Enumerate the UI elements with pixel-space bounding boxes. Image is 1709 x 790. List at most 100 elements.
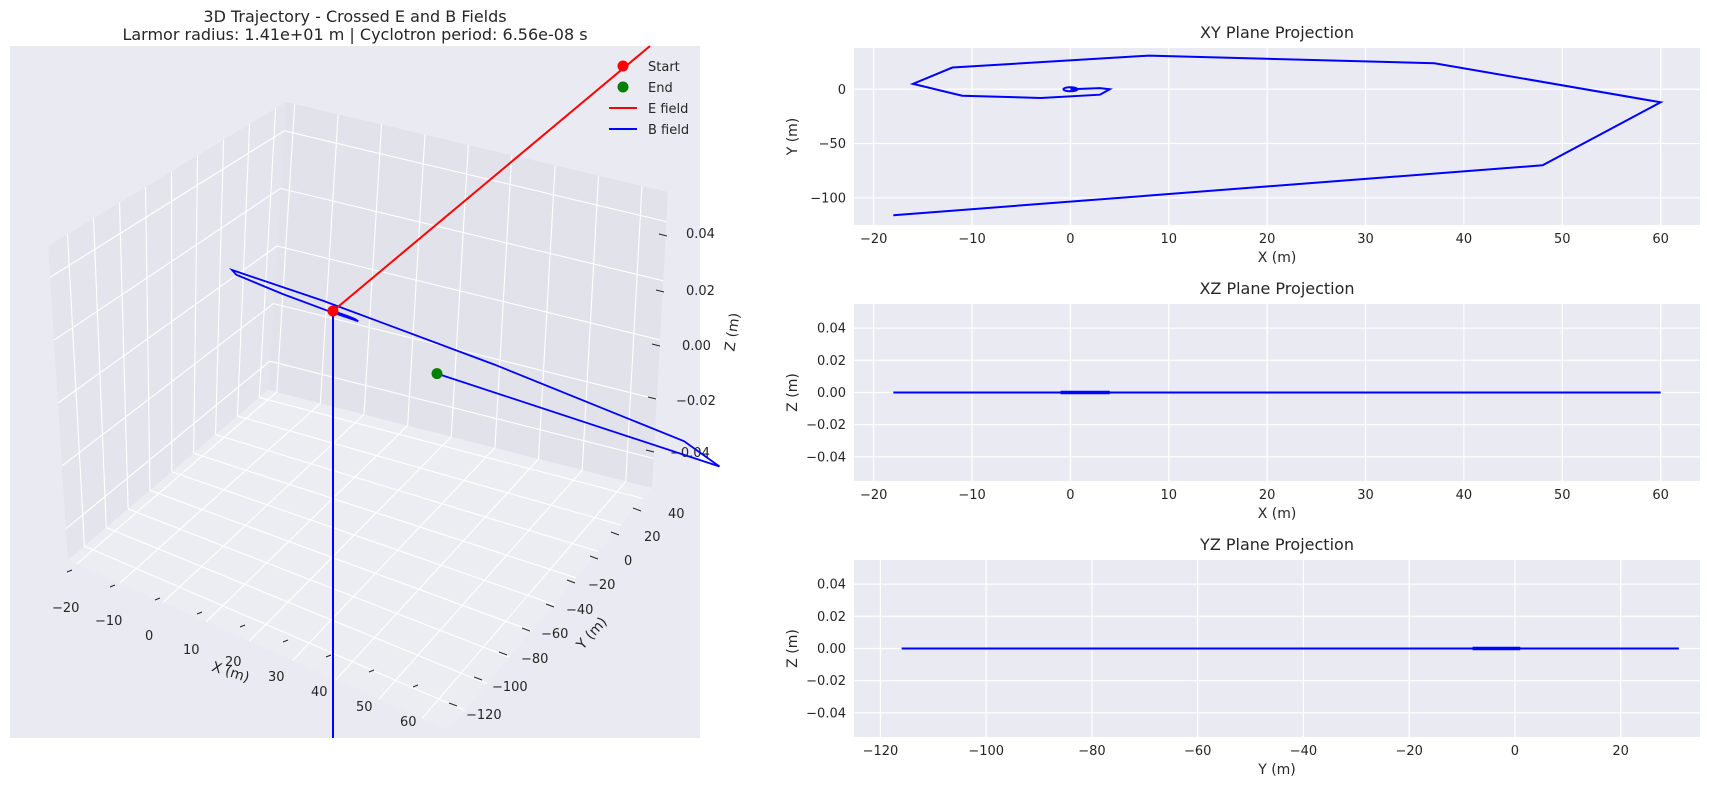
tick-mark <box>632 507 642 512</box>
y-axis-label: Z (m) <box>785 629 801 668</box>
data-3d <box>229 45 721 738</box>
grid-line <box>335 458 539 681</box>
legend-start-label: Start <box>648 60 680 75</box>
grid-line <box>119 402 321 584</box>
grid-line <box>162 414 365 603</box>
x-tick-label: 60 <box>1652 488 1669 503</box>
z-tick-label: 0.00 <box>682 339 711 354</box>
x-tick-label: 60 <box>1652 232 1669 247</box>
x-tick-label: 40 <box>311 685 328 700</box>
grid-line <box>193 452 577 579</box>
grid-line <box>149 489 532 632</box>
y-tick-label: −0.04 <box>806 706 846 721</box>
tick-mark <box>658 233 668 237</box>
inner-spiral <box>1062 86 1079 93</box>
y-tick-label: 0.02 <box>817 354 846 369</box>
x-tick-label: 50 <box>1554 232 1571 247</box>
y-axis-label: Z (m) <box>785 373 801 412</box>
legend-end-marker <box>617 81 629 93</box>
y-tick-label: 0.02 <box>817 610 846 625</box>
grid-line <box>106 526 488 685</box>
legend-e-field-label: E field <box>648 102 688 117</box>
x-tick-label: 0 <box>1066 232 1074 247</box>
grid-line <box>237 415 621 526</box>
x-tick-label: −80 <box>1078 744 1105 759</box>
grid-line <box>378 469 583 700</box>
start-marker-3d <box>327 305 339 317</box>
x-tick-label: 30 <box>268 670 285 685</box>
tick-mark <box>498 651 508 656</box>
tick-mark <box>545 603 555 608</box>
y-tick-label: −100 <box>492 680 528 695</box>
x-tick-label: 10 <box>1161 232 1178 247</box>
tick-mark <box>66 569 73 573</box>
legend-end-label: End <box>648 81 673 96</box>
grid-line <box>127 508 510 658</box>
tick-mark <box>610 531 620 536</box>
x-tick-label: 0 <box>1066 488 1074 503</box>
x-tick-label: −40 <box>1290 744 1317 759</box>
y-tick-label: 0 <box>624 554 632 569</box>
tick-mark <box>239 624 246 628</box>
panel-title: XY Plane Projection <box>1200 23 1354 42</box>
y-tick-label: −0.02 <box>806 674 846 689</box>
x-axis-label: X (m) <box>1258 250 1297 266</box>
tick-mark <box>154 597 161 601</box>
y-tick-label: 0.04 <box>817 578 846 593</box>
tick-mark <box>589 555 599 560</box>
tick-mark <box>645 449 655 453</box>
x-axis-label: X (m) <box>1258 506 1297 522</box>
y-tick-label: −60 <box>541 627 568 642</box>
tick-mark <box>325 654 332 658</box>
grid-line <box>171 471 555 605</box>
yz-projection-panel: −120 −100 −80 −60 −40 −20 0 20 −0.04 −0.02 0.00 0.0… <box>785 535 1700 778</box>
x-tick-label: 40 <box>1456 232 1473 247</box>
y-tick-label: −120 <box>466 708 502 723</box>
z-ticks-3d: 0.04 0.02 0.00 −0.02 −0.04 <box>670 227 716 461</box>
y-tick-label: −0.02 <box>806 418 846 433</box>
x-tick-label: 10 <box>183 643 200 658</box>
z-tick-label: 0.02 <box>686 284 715 299</box>
y-tick-label: −50 <box>819 137 846 152</box>
tick-mark <box>412 684 419 688</box>
x-tick-label: 20 <box>1612 744 1629 759</box>
x-tick-label: 0 <box>1511 744 1519 759</box>
chart-title-3d: 3D Trajectory - Crossed E and B Fields <box>203 7 506 26</box>
b-field-trajectory-3d <box>229 268 721 468</box>
tick-mark <box>368 669 375 673</box>
grid-line <box>205 425 409 623</box>
grid-line <box>421 480 627 719</box>
tick-mark <box>566 579 576 584</box>
pane-left <box>48 102 286 560</box>
z-tick-label: −0.04 <box>670 446 710 461</box>
x-tick-label: 30 <box>1357 232 1374 247</box>
x-axis-label: Y (m) <box>1257 762 1296 778</box>
y-tick-label: −100 <box>810 191 846 206</box>
x-tick-label: 20 <box>1259 232 1276 247</box>
x-tick-label: −20 <box>1395 744 1422 759</box>
y-tick-label: −40 <box>566 603 593 618</box>
y-axis-label: Y (m) <box>785 118 801 157</box>
grid-line <box>292 447 496 661</box>
y-ticks-3d: 40 20 0 −20 −40 −60 −80 −100 −120 <box>466 507 685 723</box>
tick-marks-3d <box>66 233 668 707</box>
pane-floor <box>68 390 652 730</box>
tick-mark <box>196 611 203 615</box>
grid-line <box>53 187 281 341</box>
x-tick-label: 50 <box>1554 488 1571 503</box>
x-tick-label: 10 <box>1161 488 1178 503</box>
grid-line <box>61 303 274 467</box>
panel-title: YZ Plane Projection <box>1199 535 1354 554</box>
y-tick-label: 0 <box>838 83 846 98</box>
tick-mark <box>655 289 665 293</box>
xy-trajectory-line <box>893 54 1664 217</box>
z-axis-label-3d: Z (m) <box>722 312 743 352</box>
x-tick-label: −60 <box>1184 744 1211 759</box>
y-tick-label: 0.00 <box>817 642 846 657</box>
x-tick-label: 20 <box>1259 488 1276 503</box>
z-tick-label: −0.02 <box>676 394 716 409</box>
plot-area <box>854 48 1700 225</box>
tick-mark <box>282 639 289 643</box>
grid-line <box>259 396 644 500</box>
